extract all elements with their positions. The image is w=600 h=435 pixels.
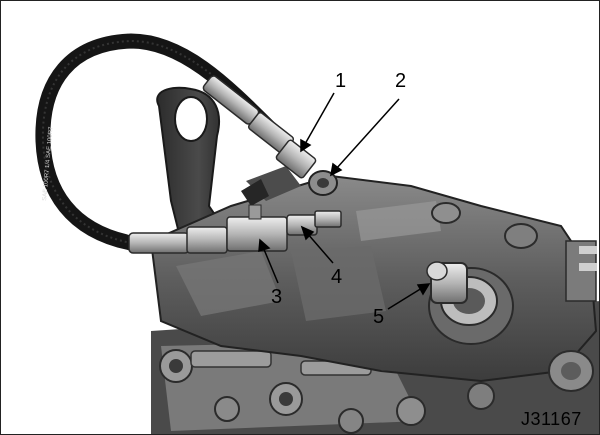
callout-1: 1 [335, 70, 347, 92]
figure-id: J31167 [521, 409, 582, 429]
leader-3 [258, 238, 279, 284]
lower-hose-fitting [128, 204, 342, 254]
leader-2 [329, 98, 400, 177]
leader-lines [258, 92, 431, 310]
leader-1 [300, 92, 335, 153]
callout-2: 2 [395, 70, 407, 92]
callout-4: 4 [331, 266, 343, 288]
callout-5: 5 [373, 306, 385, 328]
leader-4 [300, 225, 334, 264]
callout-3: 3 [271, 286, 283, 308]
upper-hose-fitting [202, 75, 338, 196]
lifting-bracket [156, 86, 228, 243]
leader-5 [387, 283, 431, 310]
